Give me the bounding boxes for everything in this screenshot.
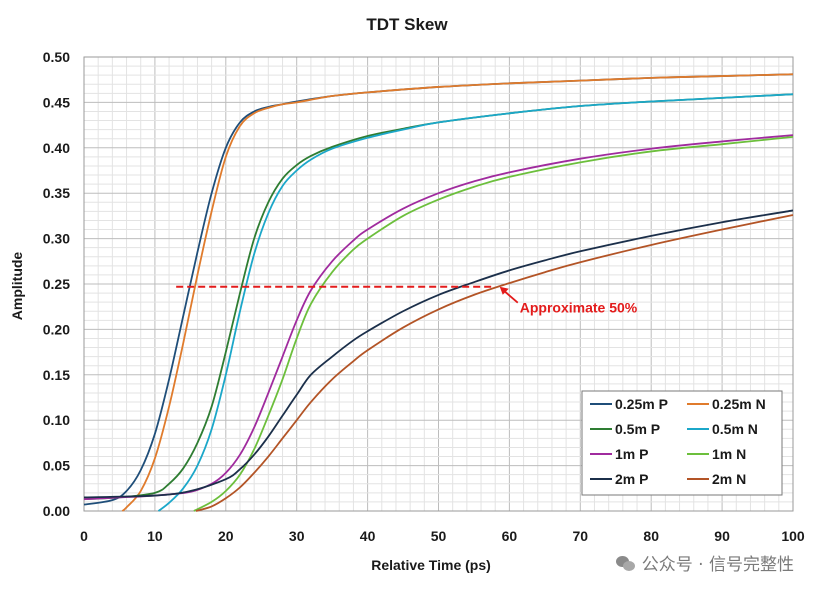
series-line-2m-p: [83, 209, 794, 499]
wechat-icon: [615, 556, 636, 572]
y-axis-ticks: 0.00 0.05 0.10 0.15 0.20 0.25 0.30 0.35 0.40 0.45…: [43, 49, 70, 519]
series-line-05m-n: [157, 93, 794, 512]
series-group: [83, 73, 794, 512]
legend-label-1m-p: 1m P: [615, 446, 648, 462]
annotation-text: Approximate 50%: [520, 300, 638, 316]
y-axis-label: Amplitude: [9, 252, 25, 321]
legend-box: [581, 390, 783, 496]
series-line-025m-n: [121, 73, 794, 512]
x-tick-label: 90: [714, 528, 730, 544]
x-tick-label: 70: [573, 528, 589, 544]
y-tick-label: 0.20: [43, 321, 70, 337]
x-tick-label: 10: [147, 528, 163, 544]
y-tick-label: 0.40: [43, 140, 70, 156]
y-tick-label: 0.15: [43, 367, 70, 383]
x-tick-label: 0: [80, 528, 88, 544]
y-tick-label: 0.45: [43, 94, 70, 110]
y-tick-label: 0.00: [43, 503, 70, 519]
y-tick-label: 0.30: [43, 231, 70, 247]
y-tick-label: 0.10: [43, 412, 70, 428]
legend: 0.25m P 0.25m N 0.5m P 0.5m N 1m P 1m N 2m P 2m…: [581, 390, 783, 496]
x-tick-label: 50: [431, 528, 447, 544]
y-tick-label: 0.50: [43, 49, 70, 65]
x-tick-label: 80: [643, 528, 659, 544]
reference-group: Approximate 50%: [176, 285, 638, 316]
legend-label-05m-n: 0.5m N: [712, 421, 758, 437]
legend-label-05m-p: 0.5m P: [615, 421, 660, 437]
x-tick-label: 30: [289, 528, 305, 544]
series-line-2m-n: [195, 214, 794, 512]
legend-label-2m-p: 2m P: [615, 471, 648, 487]
x-axis-ticks: 0 10 20 30 40 50 60 70 80 90 100: [80, 528, 805, 544]
annotation-arrow-head: [499, 286, 509, 295]
legend-label-025m-p: 0.25m P: [615, 396, 668, 412]
y-tick-label: 0.35: [43, 185, 70, 201]
y-tick-label: 0.05: [43, 458, 70, 474]
x-tick-label: 20: [218, 528, 234, 544]
x-axis-label: Relative Time (ps): [371, 557, 491, 573]
legend-label-2m-n: 2m N: [712, 471, 746, 487]
watermark: 公众号 · 信号完整性: [615, 550, 794, 575]
x-tick-label: 100: [781, 528, 805, 544]
x-tick-label: 60: [502, 528, 518, 544]
x-tick-label: 40: [360, 528, 376, 544]
legend-label-1m-n: 1m N: [712, 446, 746, 462]
series-line-1m-n: [193, 136, 794, 512]
y-tick-label: 0.25: [43, 276, 70, 292]
legend-label-025m-n: 0.25m N: [712, 396, 766, 412]
watermark-text: 公众号 · 信号完整性: [641, 555, 794, 575]
chart-title: TDT Skew: [366, 15, 448, 34]
plot-border: [83, 56, 794, 512]
